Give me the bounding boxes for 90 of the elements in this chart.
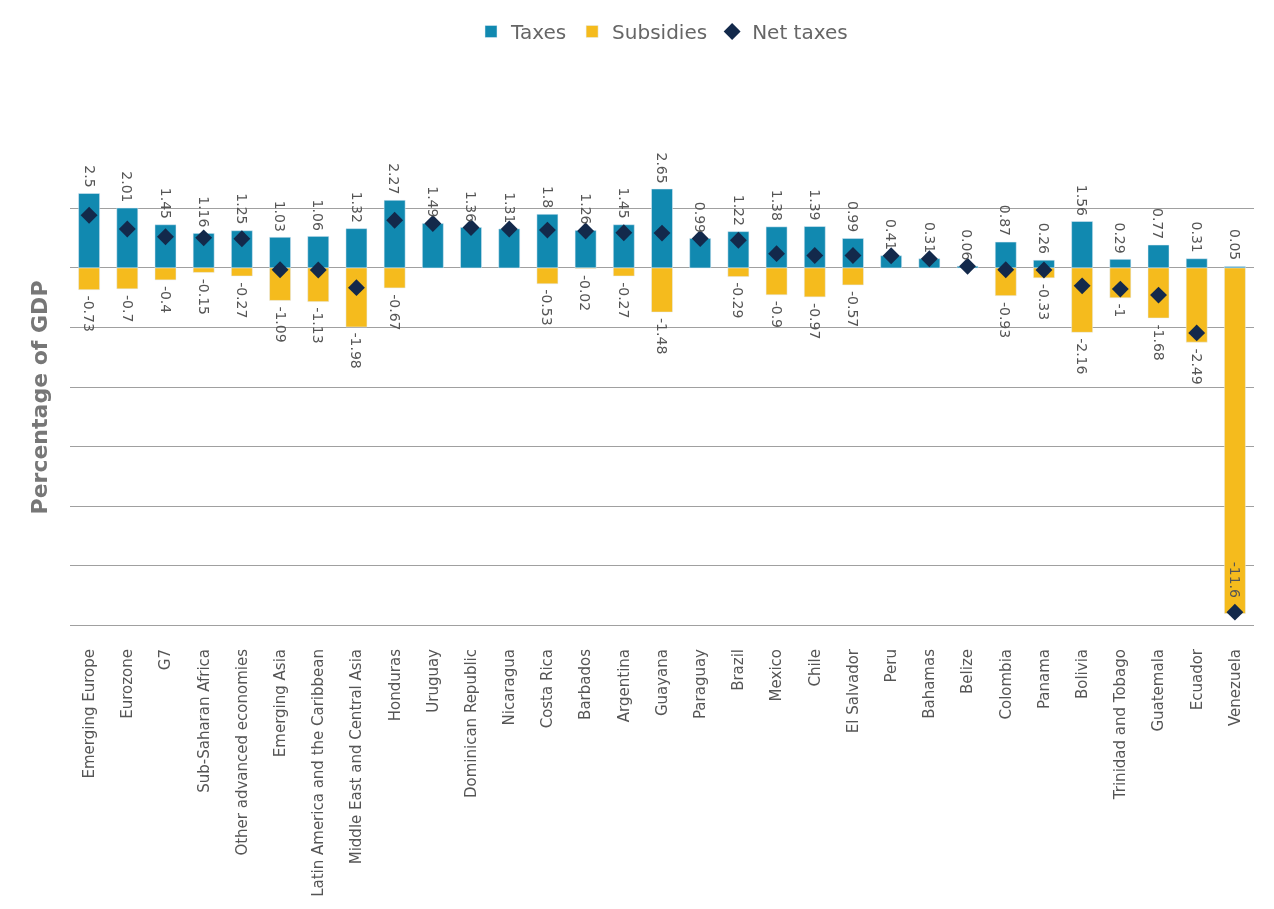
data-label: -0.7 bbox=[119, 295, 136, 323]
x-tick-label: Guayana bbox=[652, 649, 671, 717]
data-label: -1.13 bbox=[309, 307, 326, 344]
data-label: -0.29 bbox=[729, 282, 746, 319]
data-label: -1 bbox=[1112, 303, 1129, 318]
x-tick-label: Ecuador bbox=[1187, 648, 1206, 711]
data-label: 2.27 bbox=[386, 163, 403, 195]
x-tick-label: Venezuela bbox=[1225, 649, 1244, 727]
data-label: -1.68 bbox=[1150, 324, 1167, 361]
y-axis-title: Percentage of GDP bbox=[26, 280, 52, 515]
data-label: 0.99 bbox=[844, 200, 861, 233]
x-tick-label: Colombia bbox=[996, 649, 1015, 720]
x-tick-label: Latin America and the Caribbean bbox=[309, 649, 328, 897]
data-label: -0.67 bbox=[386, 294, 403, 331]
x-tick-label: Honduras bbox=[385, 648, 404, 722]
x-tick-label: Brazil bbox=[729, 649, 748, 691]
data-label: 0.77 bbox=[1150, 208, 1167, 240]
data-label: 1.03 bbox=[271, 200, 288, 232]
x-tick-label: Emerging Asia bbox=[270, 649, 289, 758]
x-tick-label: G7 bbox=[156, 649, 175, 671]
data-label: 1.26 bbox=[577, 193, 594, 225]
data-label: 0.31 bbox=[921, 221, 938, 254]
x-tick-label: Barbados bbox=[576, 648, 595, 720]
x-tick-label: Trinidad and Tobago bbox=[1111, 649, 1130, 801]
data-label: 1.49 bbox=[424, 186, 441, 218]
data-label: -11.6 bbox=[1226, 561, 1243, 599]
x-tick-label: Panama bbox=[1034, 649, 1053, 710]
x-tick-label: Nicaragua bbox=[500, 649, 519, 726]
data-label: -2.16 bbox=[1074, 338, 1091, 375]
x-tick-label: Argentina bbox=[614, 649, 633, 723]
data-label: -0.93 bbox=[997, 301, 1014, 339]
x-tick-label: Mexico bbox=[767, 649, 786, 702]
x-tick-label: Guatemala bbox=[1149, 649, 1168, 732]
data-label: 1.32 bbox=[348, 191, 365, 223]
x-tick-label: Costa Rica bbox=[538, 649, 557, 729]
data-label: -0.33 bbox=[1035, 283, 1052, 321]
data-label: 0.99 bbox=[692, 201, 709, 233]
data-label: 2.65 bbox=[653, 152, 670, 184]
data-label: 1.38 bbox=[768, 189, 785, 221]
data-label: 0.87 bbox=[997, 204, 1014, 236]
x-tick-label: Emerging Europe bbox=[79, 649, 98, 779]
data-label: 1.39 bbox=[806, 189, 823, 221]
data-label: 1.16 bbox=[195, 196, 212, 228]
data-label: -0.02 bbox=[577, 274, 594, 312]
legend-label: Taxes bbox=[510, 20, 567, 45]
x-tick-label: Belize bbox=[958, 649, 977, 694]
data-label: 1.22 bbox=[730, 194, 747, 226]
data-label: -0.73 bbox=[80, 295, 97, 332]
x-tick-label: Chile bbox=[805, 649, 824, 687]
data-label: 1.45 bbox=[157, 187, 174, 219]
data-label: -0.15 bbox=[196, 278, 213, 315]
legend-label: Subsidies bbox=[612, 20, 708, 45]
data-label: -0.4 bbox=[157, 285, 174, 314]
x-tick-label: Paraguay bbox=[691, 648, 710, 720]
data-label: 1.31 bbox=[501, 192, 518, 224]
x-tick-label: Dominican Republic bbox=[461, 649, 480, 799]
data-label: -0.9 bbox=[768, 300, 785, 329]
data-label: 0.26 bbox=[1035, 222, 1052, 255]
data-label: 1.36 bbox=[462, 190, 479, 223]
data-label: 2.5 bbox=[81, 165, 98, 188]
data-label: -1.48 bbox=[654, 318, 671, 355]
x-tick-label: Uruguay bbox=[423, 648, 442, 713]
data-label: -2.49 bbox=[1188, 348, 1205, 385]
data-label: 1.25 bbox=[234, 193, 251, 225]
data-label: 1.56 bbox=[1074, 184, 1091, 217]
data-label: 0.05 bbox=[1226, 229, 1243, 261]
data-label: -0.27 bbox=[615, 282, 632, 319]
data-label: -0.53 bbox=[539, 289, 556, 326]
data-label: -0.57 bbox=[844, 290, 861, 328]
x-tick-label: Peru bbox=[882, 649, 901, 683]
x-tick-label: Bahamas bbox=[920, 648, 939, 719]
data-label: 1.06 bbox=[310, 199, 327, 231]
data-label: -1.09 bbox=[272, 306, 289, 343]
x-tick-label: Other advanced economies bbox=[232, 648, 251, 856]
data-label: 0.31 bbox=[1188, 221, 1205, 253]
data-label: 1.45 bbox=[616, 187, 633, 219]
data-label: -0.27 bbox=[233, 282, 250, 319]
data-label: 1.8 bbox=[539, 185, 556, 209]
data-label: 0.06 bbox=[959, 229, 976, 261]
data-label: 2.01 bbox=[118, 171, 135, 203]
legend-label: Net taxes bbox=[752, 20, 848, 45]
x-tick-label: Bolivia bbox=[1073, 649, 1092, 700]
data-label: 0.41 bbox=[883, 219, 900, 251]
data-label: 0.29 bbox=[1112, 222, 1129, 254]
x-tick-label: Eurozone bbox=[118, 649, 137, 719]
x-tick-label: Sub-Saharan Africa bbox=[194, 649, 213, 793]
x-tick-label: El Salvador bbox=[843, 648, 862, 734]
data-label: -1.98 bbox=[348, 332, 365, 369]
x-tick-label: Middle East and Central Asia bbox=[347, 649, 366, 865]
data-label: -0.97 bbox=[806, 303, 823, 340]
